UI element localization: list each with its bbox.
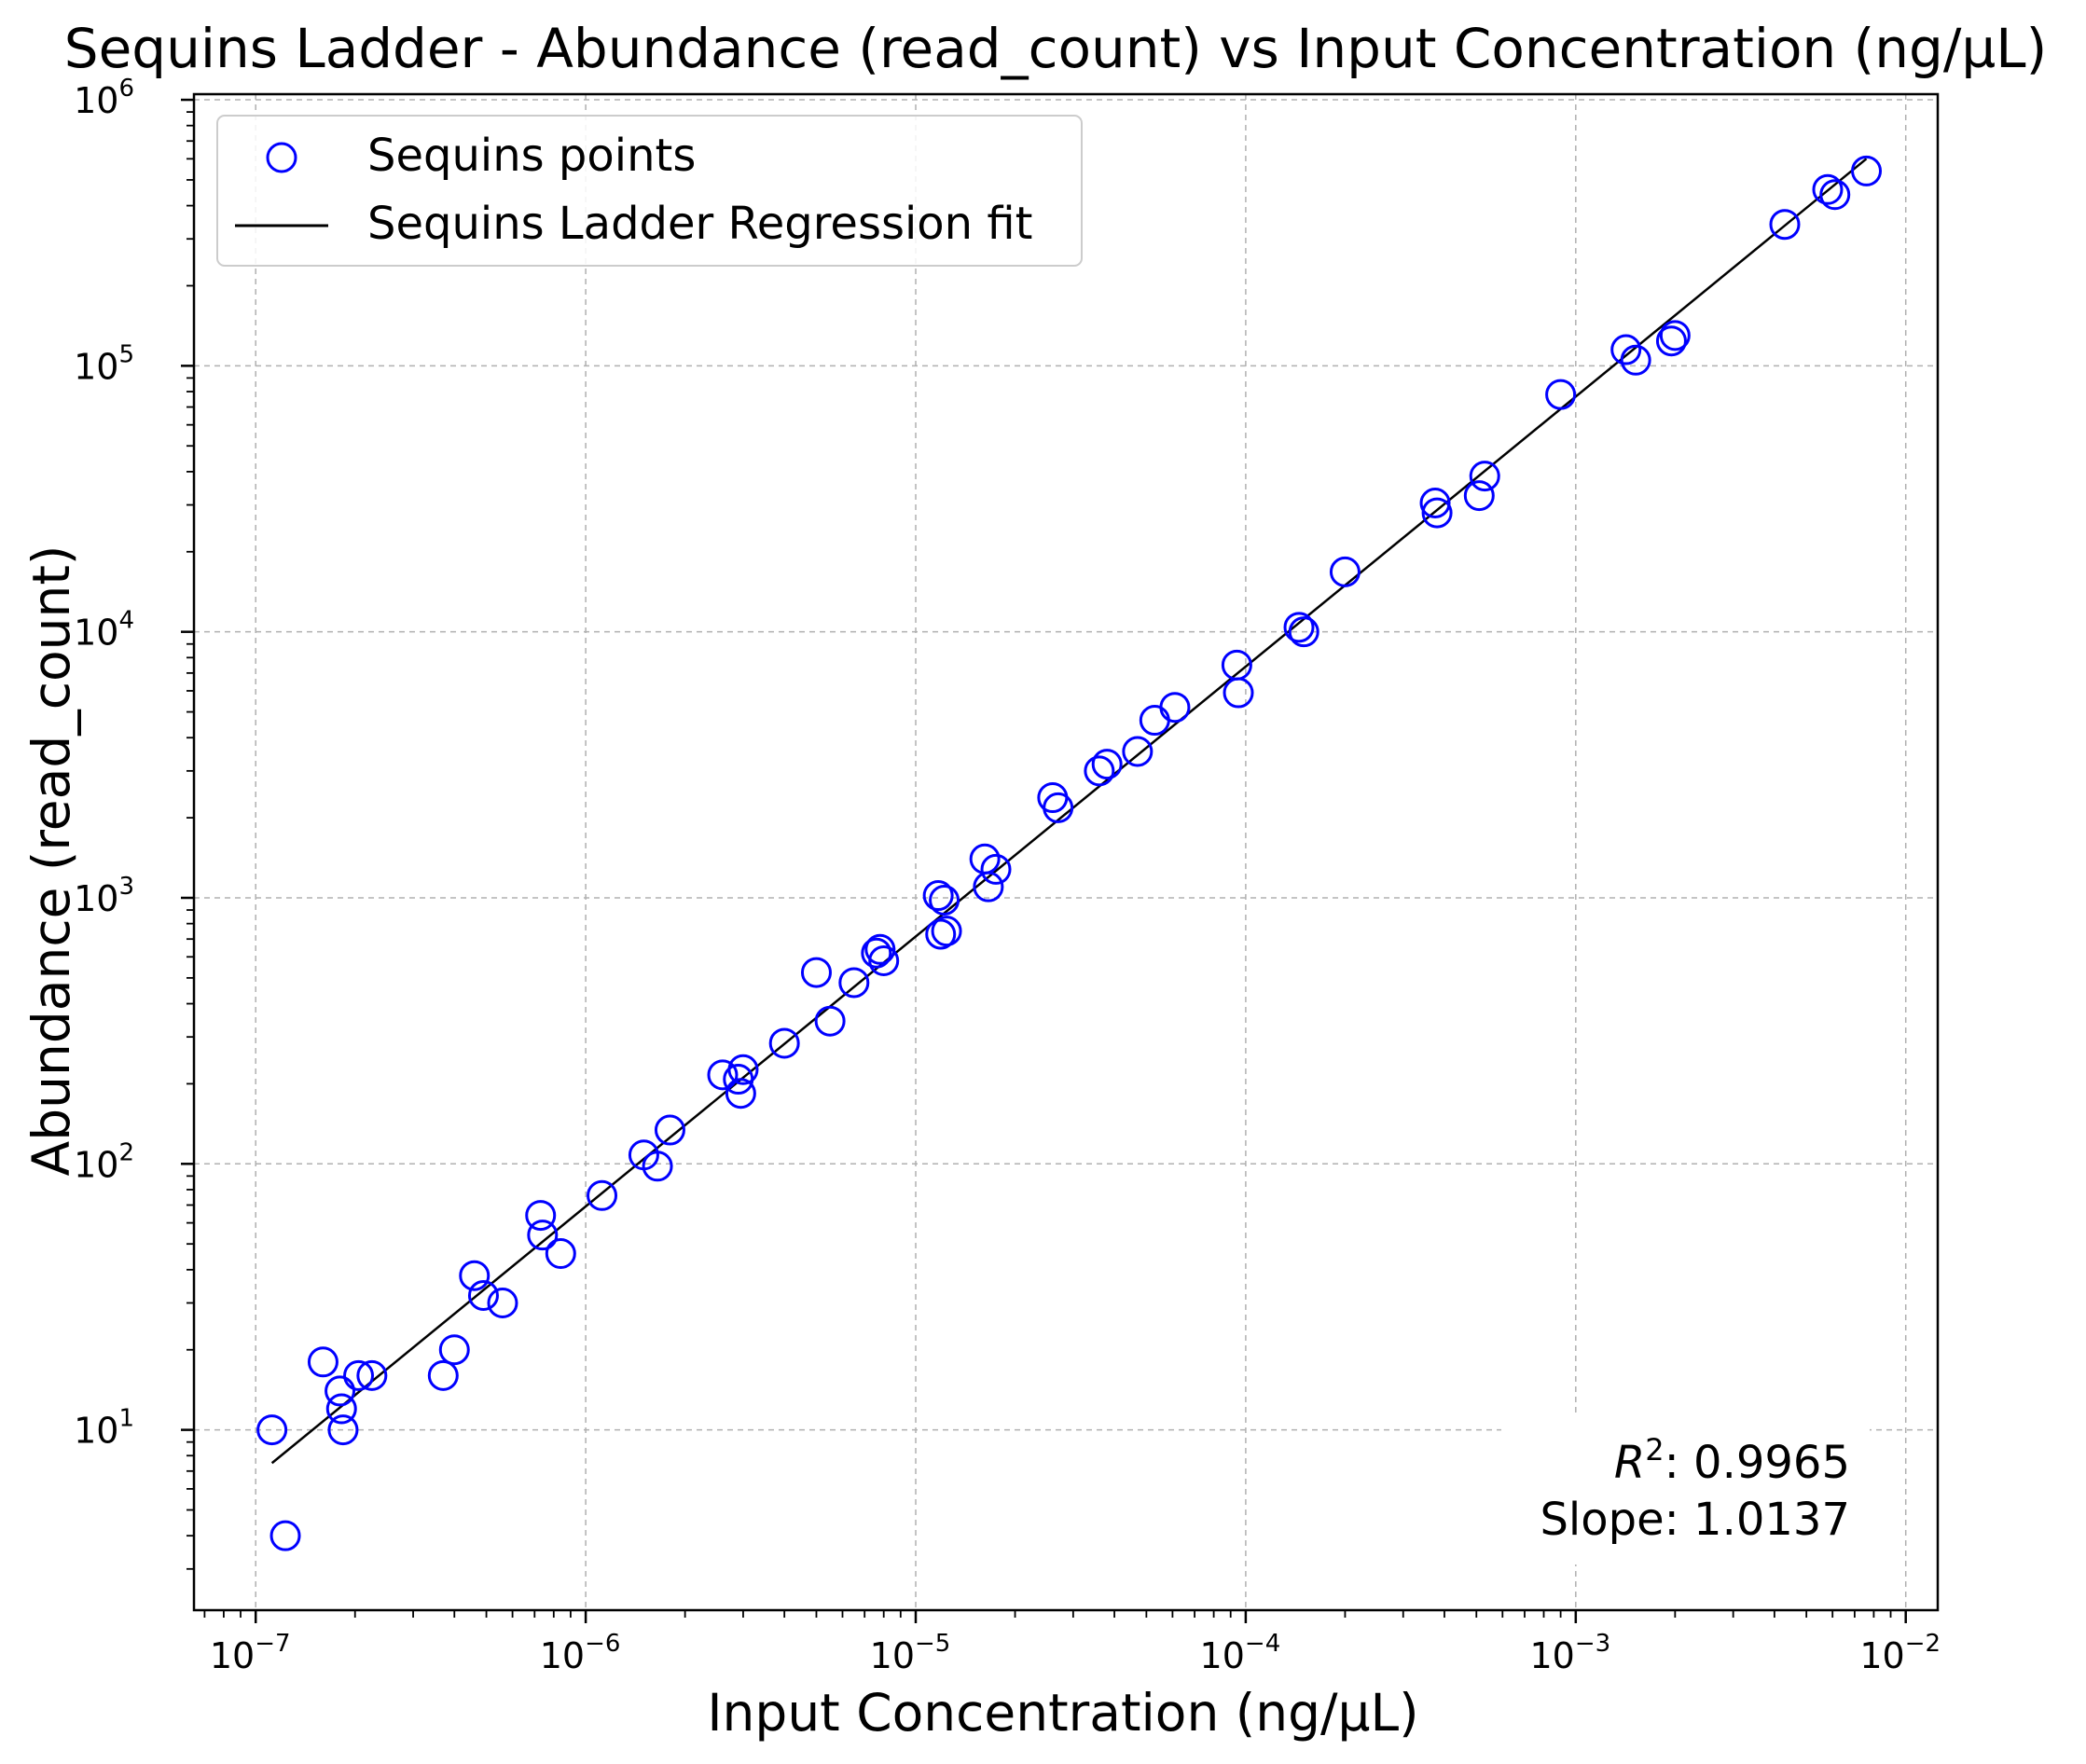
- sequins-point: [527, 1220, 559, 1251]
- sequins-point: [487, 1287, 518, 1318]
- sequins-point: [654, 1114, 685, 1146]
- legend-box: [216, 115, 1083, 267]
- sequins-point: [1084, 755, 1115, 787]
- sequins-point: [1812, 173, 1844, 205]
- legend-label-fit: Sequins Ladder Regression fit: [367, 198, 1032, 250]
- x-tick-label: 10−4: [1200, 1630, 1281, 1676]
- sequins-point: [707, 1059, 739, 1091]
- sequins-point: [1819, 179, 1851, 211]
- sequins-point: [256, 1414, 288, 1446]
- sequins-point: [1159, 692, 1191, 724]
- sequins-point: [545, 1238, 576, 1270]
- sequins-point: [768, 1027, 800, 1059]
- chart-title: Sequins Ladder - Abundance (read_count) …: [64, 17, 2047, 80]
- sequins-point: [438, 1334, 470, 1366]
- x-tick-label: 10−2: [1859, 1630, 1941, 1676]
- sequins-point: [1659, 320, 1691, 351]
- y-tick-label: 104: [74, 607, 134, 654]
- sequins-point: [325, 1393, 357, 1425]
- sequins-point: [1545, 379, 1577, 410]
- sequins-point: [1329, 556, 1361, 587]
- r2-label: R: [1614, 1437, 1645, 1489]
- sequins-point: [1288, 616, 1319, 648]
- sequins-point: [1223, 677, 1254, 709]
- grid-lines: [194, 94, 1938, 1610]
- r2-value: : 0.9965: [1665, 1437, 1850, 1489]
- plot-frame: [192, 92, 1940, 1612]
- sequins-point: [980, 853, 1012, 885]
- y-axis-label: Abundance (read_count): [21, 545, 81, 1177]
- sequins-point: [1122, 736, 1154, 767]
- y-tick-label: 101: [74, 1405, 134, 1452]
- sequins-point: [1463, 480, 1495, 512]
- y-tick-label: 105: [74, 340, 134, 387]
- sequins-point: [642, 1151, 673, 1182]
- sequins-point: [467, 1279, 499, 1311]
- sequins-point: [327, 1414, 359, 1446]
- sequins-point: [1469, 461, 1500, 492]
- x-tick-label: 10−3: [1529, 1630, 1610, 1676]
- sequins-point: [838, 967, 870, 999]
- sequins-point: [800, 957, 832, 988]
- y-tick-label: 102: [74, 1138, 134, 1185]
- sequins-point: [325, 1375, 356, 1407]
- sequins-point: [356, 1359, 388, 1391]
- x-tick-label: 10−6: [540, 1630, 621, 1676]
- stats-box: [1501, 1415, 1870, 1564]
- y-tick-labels: 101 102 103 104 105 106: [74, 75, 134, 1452]
- legend: Sequins points Sequins Ladder Regression…: [216, 115, 1083, 267]
- axis-ticks: [181, 98, 1907, 1623]
- y-tick-label: 103: [74, 873, 134, 919]
- sequins-point: [1655, 325, 1687, 357]
- sequins-point: [525, 1200, 557, 1232]
- sequins-point: [343, 1359, 375, 1391]
- x-axis-label: Input Concentration (ng/µL): [707, 1683, 1418, 1743]
- sequins-point: [1610, 334, 1642, 365]
- sequins-point: [427, 1359, 459, 1391]
- y-tick-label: 106: [74, 75, 134, 121]
- sequins-point: [929, 884, 960, 916]
- x-tick-label: 10−5: [870, 1630, 951, 1676]
- sequins-point: [1421, 497, 1453, 529]
- sequins-point: [1419, 488, 1451, 518]
- sequins-point: [868, 944, 900, 976]
- x-tick-label: 10−7: [210, 1630, 291, 1676]
- legend-marker-points: [266, 142, 297, 173]
- sequins-point: [973, 871, 1004, 903]
- regression-fit-line: [270, 158, 1868, 1465]
- sequins-point: [269, 1520, 301, 1551]
- sequins-point: [931, 916, 962, 947]
- stats-annotation: R2: 0.9965 Slope: 1.0137: [1501, 1415, 1870, 1564]
- sequins-point: [1769, 209, 1801, 241]
- scatter-points-layer: [256, 155, 1883, 1551]
- sequins-point: [922, 880, 954, 912]
- sequins-point: [861, 937, 892, 969]
- sequins-point: [864, 933, 896, 965]
- sequins-point: [307, 1346, 338, 1378]
- sequins-point: [725, 1078, 756, 1109]
- x-tick-labels: 10−7 10−6 10−5 10−4 10−3 10−2: [210, 1630, 1941, 1676]
- sequins-point: [814, 1005, 846, 1037]
- sequins-point: [1851, 155, 1883, 186]
- regression-line-layer: [270, 158, 1868, 1465]
- r2-annotation: R2: 0.9965: [1614, 1432, 1850, 1489]
- sequins-point: [459, 1260, 490, 1291]
- sequins-point: [727, 1054, 759, 1085]
- sequins-point: [925, 918, 957, 950]
- sequins-point: [1283, 612, 1315, 643]
- r2-exponent: 2: [1645, 1432, 1664, 1468]
- sequins-point: [1043, 792, 1074, 823]
- sequins-point: [1091, 749, 1123, 780]
- legend-label-points: Sequins points: [367, 130, 696, 182]
- slope-annotation: Slope: 1.0137: [1540, 1494, 1850, 1546]
- sequins-point: [1620, 344, 1651, 376]
- sequins-point: [587, 1179, 618, 1211]
